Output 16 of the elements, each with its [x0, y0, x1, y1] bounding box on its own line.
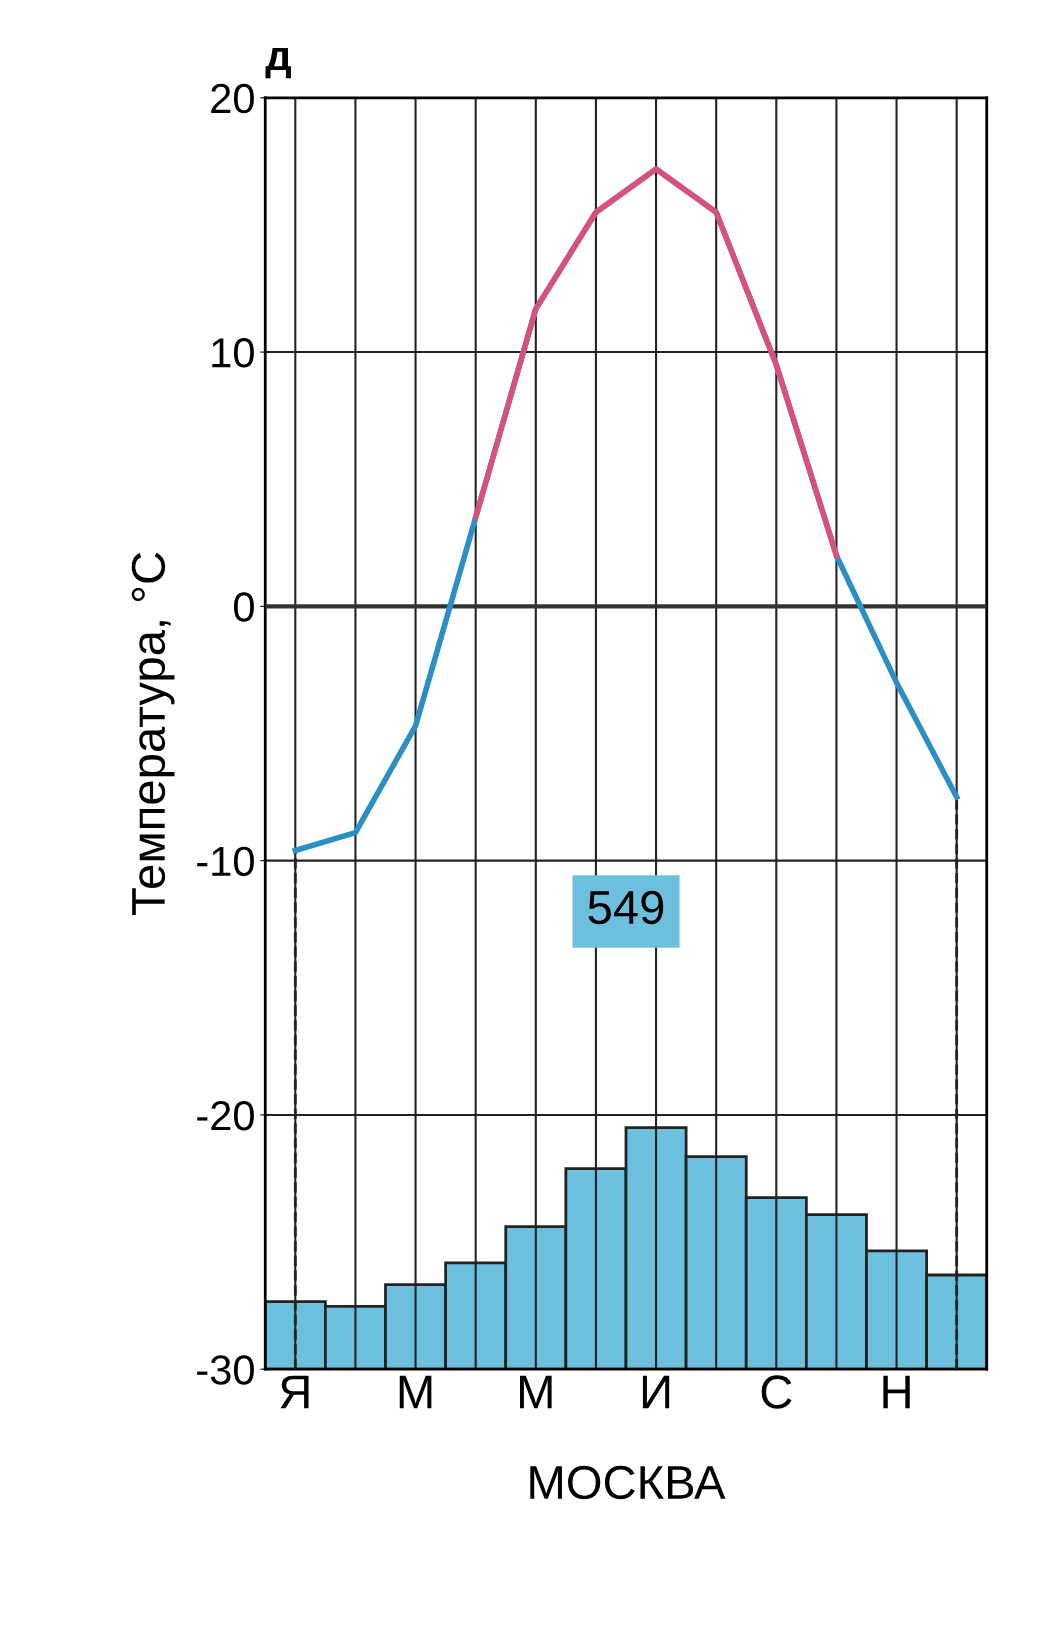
y-tick-label: 0 [233, 592, 254, 622]
x-tick-label: М [520, 1375, 552, 1409]
y-tick-label: 10 [212, 338, 254, 368]
y-tick-label: -20 [197, 1100, 254, 1131]
x-tick-label: М [399, 1375, 432, 1409]
x-tick-label: Н [883, 1375, 910, 1409]
annotation: 549 [588, 890, 664, 925]
x-tick-label: С [761, 1375, 792, 1409]
x-tick-label: И [642, 1375, 670, 1409]
y-tick-label: -30 [197, 1355, 254, 1385]
chart-title: д [265, 48, 291, 79]
x-tick-label: Я [280, 1375, 309, 1409]
y-axis-title: Температура, °С [131, 552, 175, 916]
x-axis-title: МОСКВА [530, 1465, 726, 1500]
y-tick-label: 20 [211, 83, 254, 114]
y-tick-label: -10 [197, 846, 254, 877]
